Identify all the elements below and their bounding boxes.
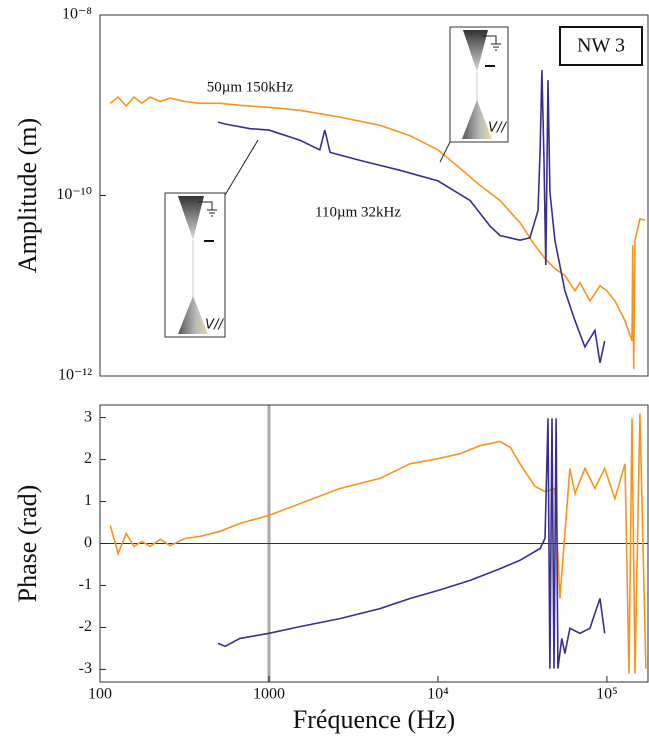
data-line [109, 96, 646, 369]
annotation-box [559, 26, 643, 66]
data-line [217, 418, 606, 669]
data-line [109, 413, 647, 674]
inset-right: V// [439, 26, 509, 163]
electrode [462, 100, 492, 139]
y-tick-label: 1 [84, 492, 92, 509]
x-tick-label: 100 [88, 686, 112, 703]
x-tick-label: 10⁴ [427, 686, 449, 703]
data-line [217, 70, 606, 363]
tip [178, 196, 204, 240]
y-tick-label: 10⁻¹² [58, 367, 92, 384]
y-tick-label: 10⁻¹⁰ [56, 186, 92, 203]
plot-frame [99, 14, 649, 377]
connector [439, 141, 451, 163]
y-axis-label: Phase (rad) [13, 485, 42, 603]
x-axis-label: Fréquence (Hz) [293, 705, 455, 734]
connector [224, 139, 259, 196]
y-axis-label: Amplitude (m) [13, 118, 42, 273]
series-label: 110µm 32kHz [315, 204, 401, 220]
y-tick-label: 3 [84, 408, 92, 425]
x-tick-label: 10⁵ [596, 686, 618, 703]
inset-label: V// [205, 318, 224, 333]
ground [482, 35, 501, 51]
annotation: NW 3 [577, 35, 625, 57]
plot-frame [99, 404, 649, 683]
tip [463, 30, 488, 72]
inset-label: V// [488, 121, 507, 136]
y-tick-label: 10⁻⁸ [62, 6, 92, 23]
series-label: 50µm 150kHz [207, 79, 294, 95]
plots: 10⁻⁸ 10⁻¹⁰ 10⁻¹² 50µm 150kHz 110µm 32kHz Ampl… [13, 6, 649, 734]
x-tick-label: 1000 [253, 686, 285, 703]
y-tick-label: -1 [79, 576, 92, 593]
y-tick-label: -2 [79, 618, 92, 635]
y-tick-label: 2 [84, 450, 92, 467]
y-tick-label: -3 [79, 660, 92, 677]
y-tick-label: 0 [84, 534, 92, 551]
electrode [178, 296, 208, 334]
ground [198, 201, 217, 217]
inset-left: V// [164, 139, 259, 338]
